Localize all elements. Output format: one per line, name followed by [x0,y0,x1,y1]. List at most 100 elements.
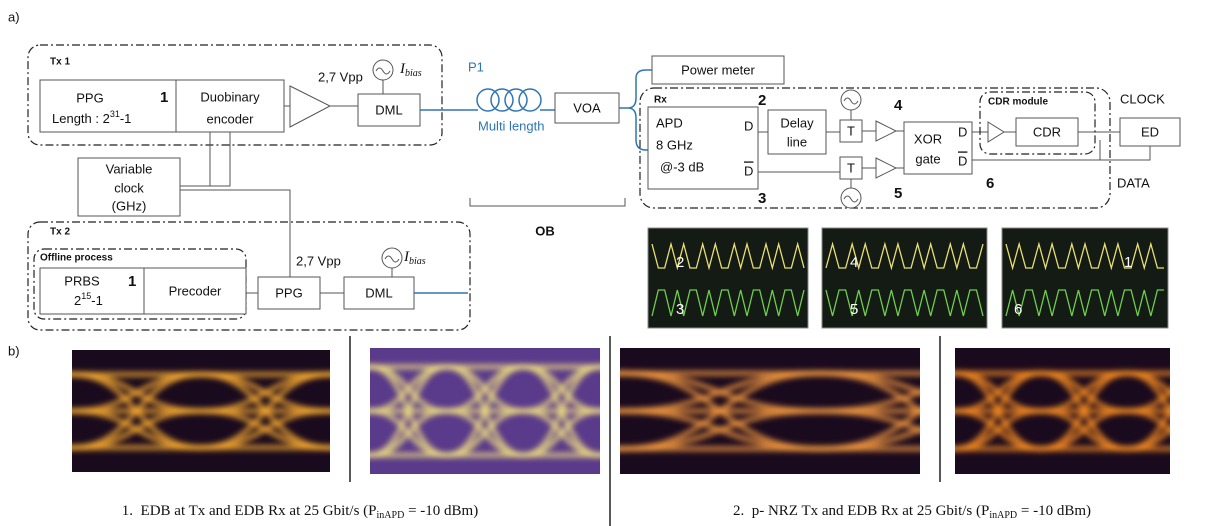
scope-trace [651,289,805,317]
clock-label: (GHz) [112,198,147,213]
clock-source [840,89,862,111]
ppg-box [39,79,177,133]
eye-trace [819,408,920,433]
rx-frame [639,87,1111,209]
apd-label: 8 GHz [656,137,693,152]
eye-traces [955,370,1170,452]
probe-point: 6 [986,175,994,192]
text-part: 31 [110,109,120,119]
text-part: = -10 dBm) [404,503,478,519]
eye-trace [72,408,73,411]
clock-label: clock [114,180,144,195]
scope-screen [647,227,809,329]
delay-label: line [787,134,807,149]
port-d: D [744,118,753,133]
dml2-box [343,276,415,310]
port-d: D [958,124,967,139]
probe-point: 3 [758,190,766,207]
eye-trace [819,370,920,415]
eye-trace [72,374,73,377]
clock-out-label: CLOCK [1120,91,1165,106]
amplitude-label: 2,7 Vpp [296,253,341,268]
xor-label: XOR [914,131,942,146]
eye-traces [72,371,330,451]
scope-label: 1 [1124,254,1132,271]
bias-symbol [384,255,400,263]
cdr-module-label: CDR module [988,97,1048,108]
offline-frame [33,248,247,320]
text-part: bias [405,68,422,79]
bias-source [381,247,403,269]
shape [476,88,500,112]
tx2-title: Tx 2 [50,227,70,238]
eye-trace [72,374,73,377]
bias-source [372,59,394,81]
stream-number: 1 [128,273,136,290]
clock-wires [180,132,291,277]
clock-symbol [843,97,859,105]
text-part: 15 [81,291,91,301]
stream-number: 1 [160,89,168,106]
cdr-box [1015,117,1079,147]
bias-label: Ibias [403,249,426,267]
text-part: bias [409,256,426,267]
ob-bracket [469,198,626,207]
shape [504,88,528,112]
drivers [850,110,898,188]
amplifier [284,85,358,128]
ed-label: ED [1141,124,1159,139]
panel-label: a) [8,9,20,24]
port-dbar: D [744,163,753,178]
port-label: P1 [468,59,484,74]
scope-screen [821,227,988,329]
voa-label: VOA [573,100,601,115]
apd-box [647,106,759,190]
delay-box [767,109,827,155]
text-part: 1. EDB at Tx and EDB Rx at 25 Gbit/s (P [122,503,377,519]
shape [518,88,542,112]
text-part: Length : 2 [52,111,110,126]
tx2-frame [27,221,471,331]
data-out-label: DATA [1117,175,1150,190]
bias-label: Ibias [399,61,422,79]
text-part: I [399,61,406,77]
splitter [619,69,652,151]
eye-traces [370,364,600,458]
cdr-frame [979,91,1096,155]
dml2-label: DML [365,285,392,300]
ed-box [1119,117,1181,147]
amplitude-label: 2,7 Vpp [318,69,363,84]
ppg2-box [257,276,321,310]
scope-label: 5 [850,301,858,318]
fiber-length: Multi length [478,118,544,133]
scope-label: 3 [676,301,684,318]
tx1-frame [27,44,443,146]
divider [349,336,941,526]
power-meter-box [651,55,785,85]
rx-wires [758,130,1151,173]
delay-label: Delay [780,115,814,130]
scope-group: 2 3 4 5 1 6 [647,227,1169,329]
clock-box [77,157,181,217]
encoder-label: encoder [207,111,255,126]
port-dbar: D [958,153,967,168]
dml-box [357,93,421,127]
probe-point: 2 [758,92,766,109]
eye-trace [1126,408,1170,434]
fiber-spool [476,88,542,112]
text-part: inAPD [989,510,1017,521]
ob-label: OB [535,223,555,238]
scope-label: 6 [1014,301,1022,318]
dml-label: DML [375,102,402,117]
cdr-label: CDR [1033,124,1061,139]
text-part: inAPD [377,510,405,521]
scope-trace [1005,289,1164,317]
precoder-label: Precoder [169,283,222,298]
ppg-label: PPG [76,90,103,105]
clock-label: Variable [106,161,153,176]
caption: 1. EDB at Tx and EDB Rx at 25 Gbit/s (Pi… [122,503,478,521]
rx-title: Rx [654,95,667,106]
clock-source [840,187,862,209]
scope-trace [651,241,805,271]
prbs-box [39,267,145,315]
